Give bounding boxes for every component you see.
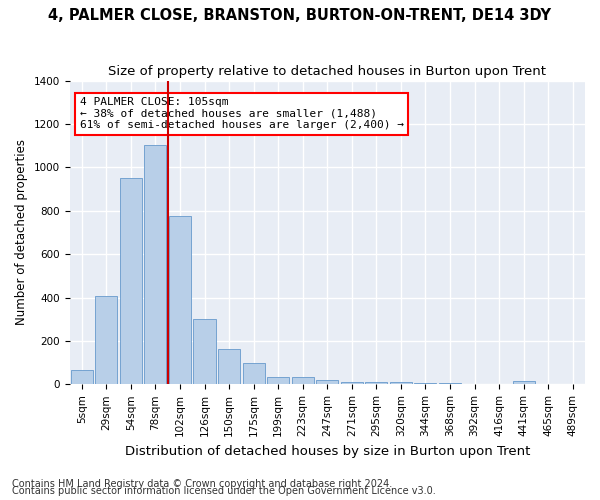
Bar [415, 383, 436, 384]
Bar [242, 362, 265, 384]
Bar [439, 383, 461, 384]
Bar [169, 216, 191, 384]
Bar [71, 370, 93, 384]
Bar [95, 296, 118, 384]
Text: Contains HM Land Registry data © Crown copyright and database right 2024.: Contains HM Land Registry data © Crown c… [12, 479, 392, 489]
Title: Size of property relative to detached houses in Burton upon Trent: Size of property relative to detached ho… [108, 65, 546, 78]
Bar [316, 380, 338, 384]
Text: 4, PALMER CLOSE, BRANSTON, BURTON-ON-TRENT, DE14 3DY: 4, PALMER CLOSE, BRANSTON, BURTON-ON-TRE… [49, 8, 551, 22]
Bar [218, 348, 240, 384]
Bar [365, 382, 388, 384]
Y-axis label: Number of detached properties: Number of detached properties [15, 140, 28, 326]
X-axis label: Distribution of detached houses by size in Burton upon Trent: Distribution of detached houses by size … [125, 444, 530, 458]
Bar [145, 144, 166, 384]
Bar [267, 376, 289, 384]
Bar [193, 319, 215, 384]
Bar [341, 382, 363, 384]
Bar [512, 381, 535, 384]
Text: 4 PALMER CLOSE: 105sqm
← 38% of detached houses are smaller (1,488)
61% of semi-: 4 PALMER CLOSE: 105sqm ← 38% of detached… [80, 98, 404, 130]
Bar [390, 382, 412, 384]
Bar [292, 376, 314, 384]
Text: Contains public sector information licensed under the Open Government Licence v3: Contains public sector information licen… [12, 486, 436, 496]
Bar [120, 178, 142, 384]
